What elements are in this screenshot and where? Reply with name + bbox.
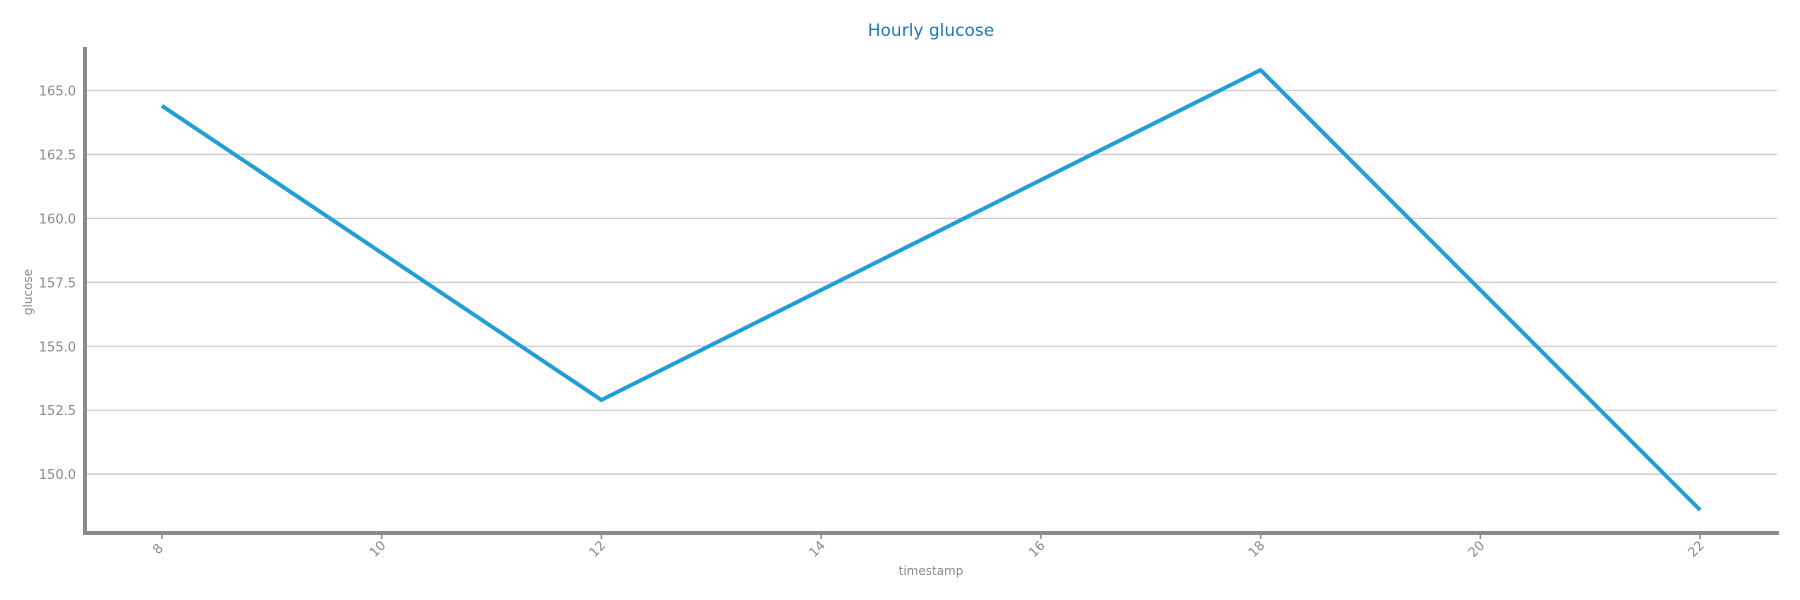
x-tick-label: 22 — [1685, 538, 1707, 560]
y-axis-label: glucose — [21, 269, 35, 315]
y-tick-label: 157.5 — [39, 276, 76, 291]
x-axis-label: timestamp — [899, 564, 964, 578]
x-tick-label: 20 — [1466, 538, 1488, 560]
y-tick-label: 160.0 — [39, 212, 76, 227]
y-tick-label: 162.5 — [39, 148, 76, 163]
series-layer — [160, 67, 1702, 512]
y-tick-label: 155.0 — [39, 340, 76, 355]
x-tick-label: 12 — [587, 538, 609, 560]
y-tick-labels: 150.0 152.5 155.0 157.5 160.0 162.5 165.0 — [39, 84, 76, 483]
x-tick-label: 10 — [367, 538, 389, 560]
axes — [83, 47, 1779, 535]
chart-title: Hourly glucose — [868, 21, 995, 41]
x-tick-label: 14 — [807, 538, 829, 560]
gridlines — [85, 89, 1777, 475]
x-tick-label: 18 — [1246, 538, 1268, 560]
y-tick-label: 165.0 — [39, 84, 76, 99]
x-tick-label: 8 — [150, 541, 166, 557]
y-tick-label: 150.0 — [39, 468, 76, 483]
y-tick-label: 152.5 — [39, 404, 76, 419]
x-tick-label: 16 — [1026, 538, 1048, 560]
x-tick-labels: 8 10 12 14 16 18 20 22 — [150, 534, 1708, 561]
series-line — [160, 67, 1702, 512]
